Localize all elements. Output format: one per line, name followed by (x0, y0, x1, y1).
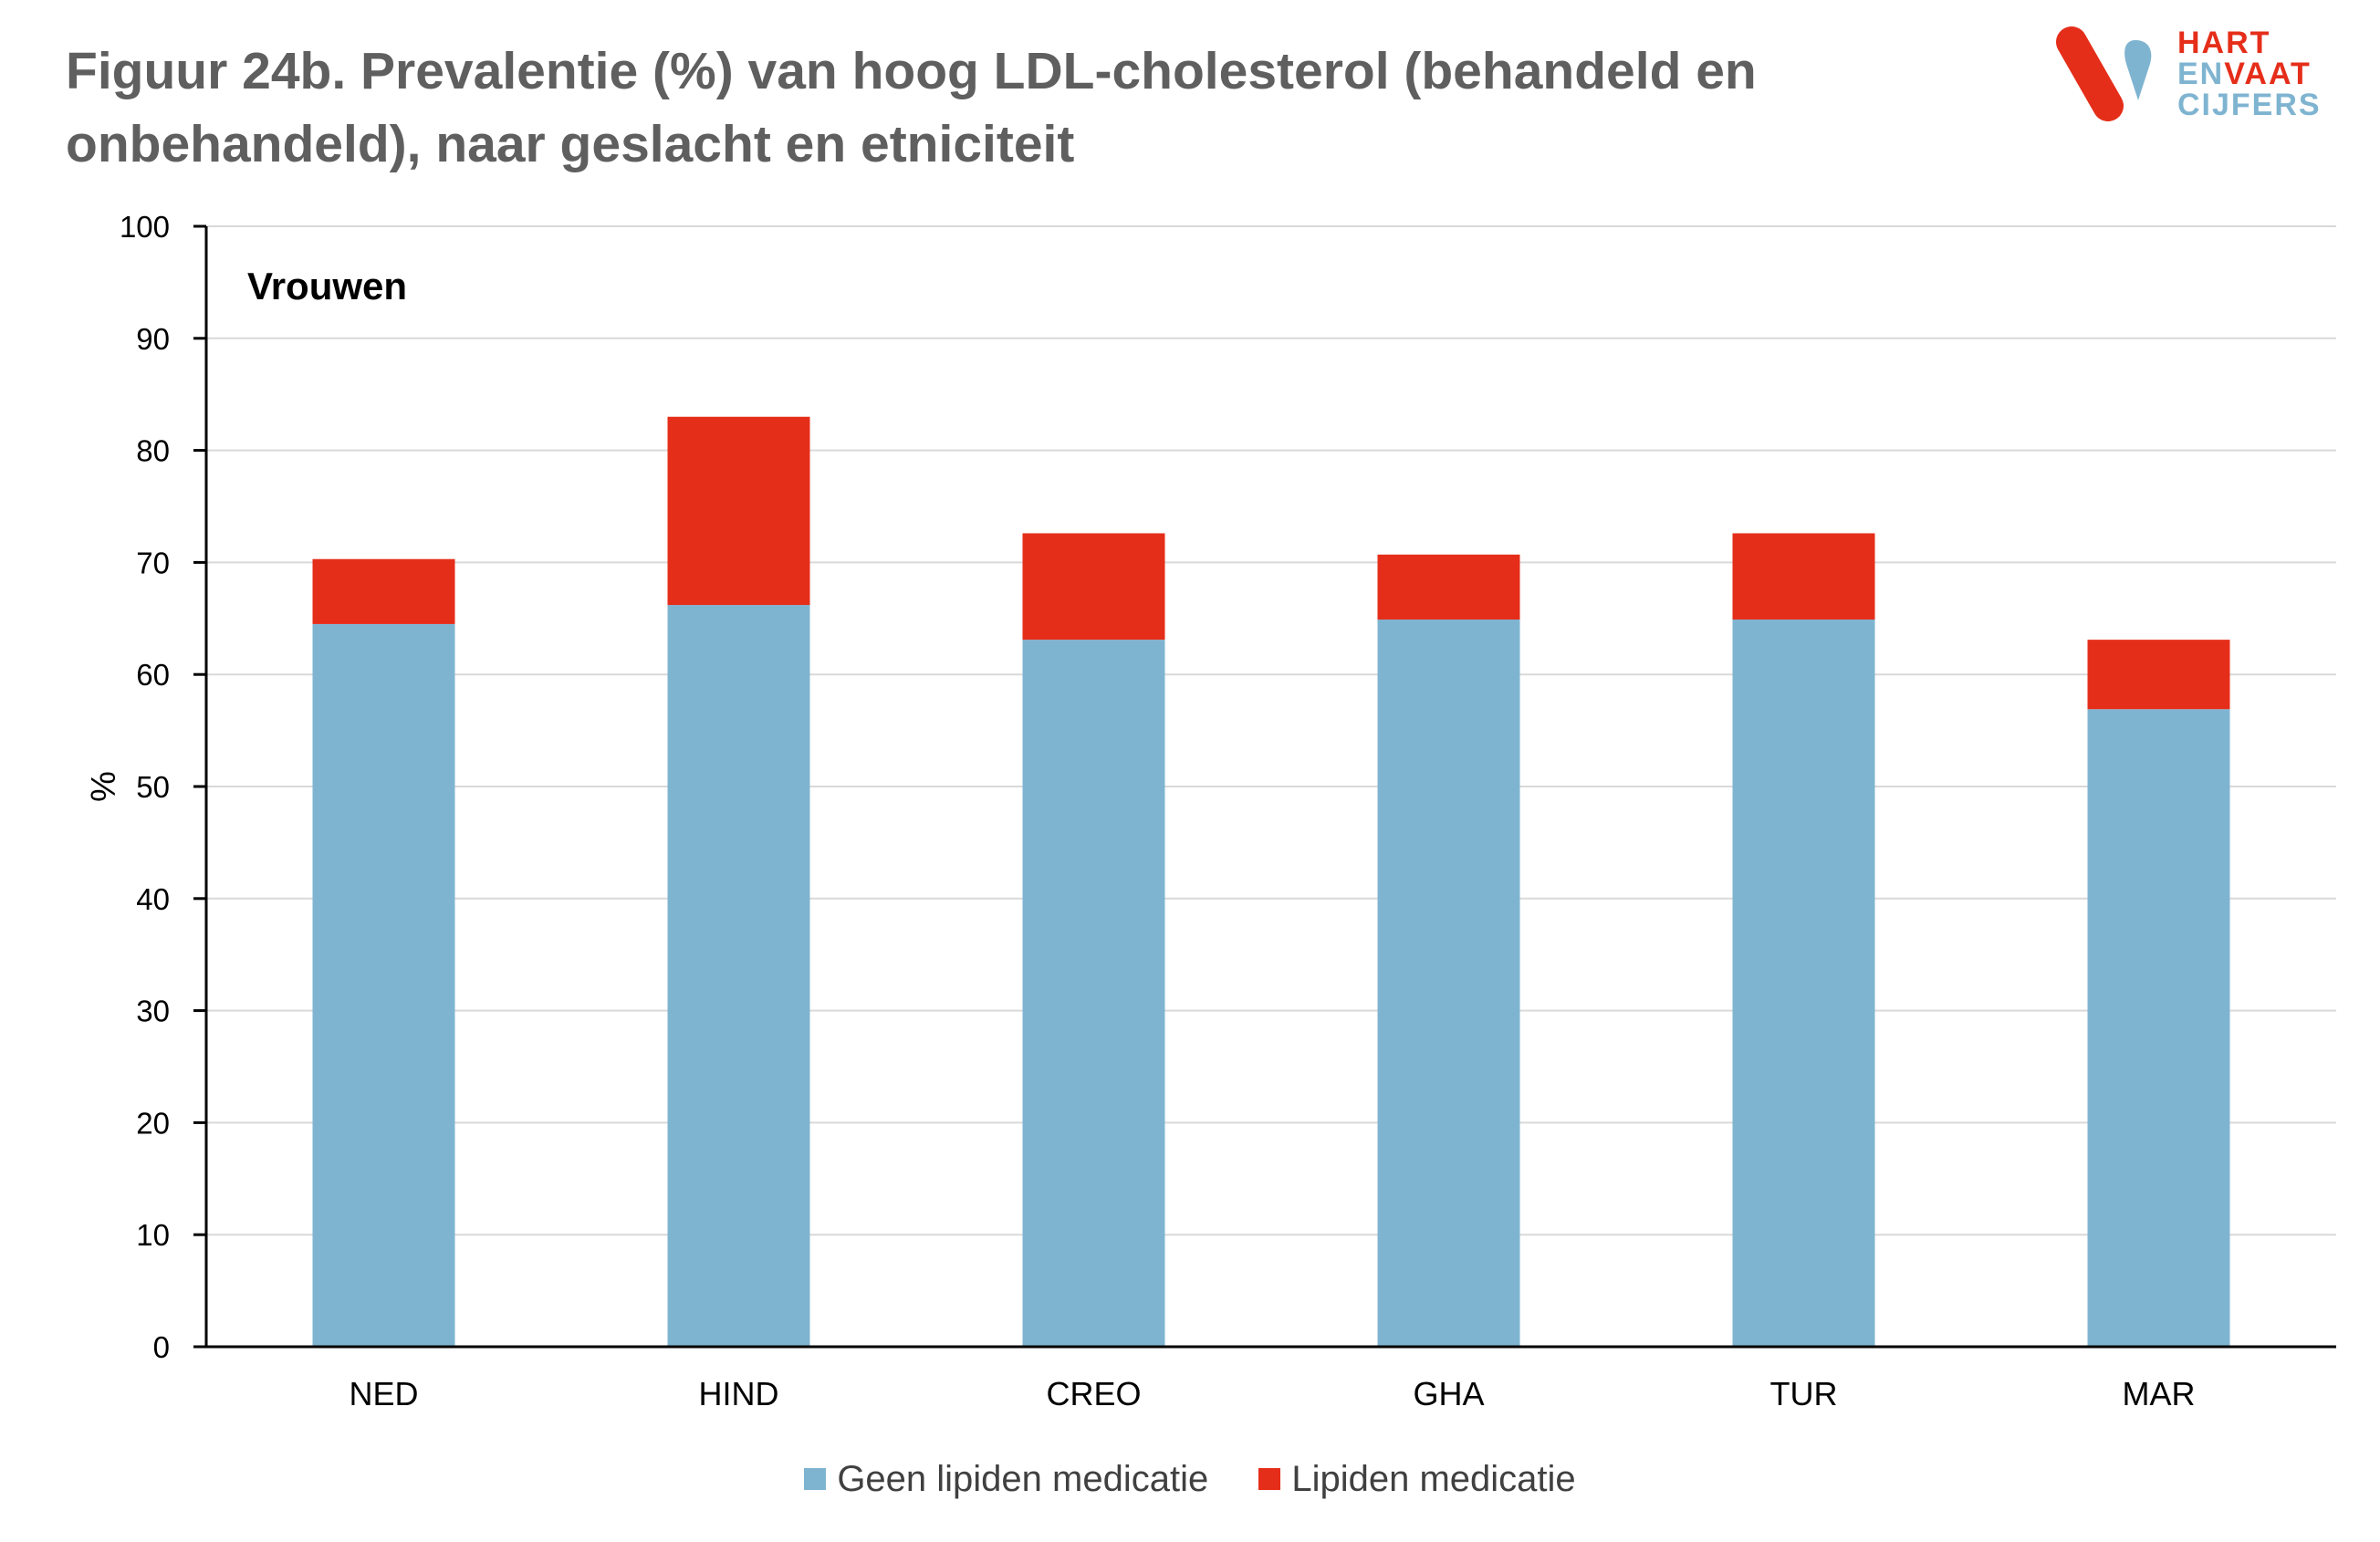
y-tick-label-100: 100 (120, 210, 170, 244)
bar-hind-geen-lipiden (667, 605, 810, 1347)
logo-text-vaat: VAAT (2224, 57, 2312, 91)
bar-tur-lipiden (1732, 533, 1875, 620)
y-tick-label-20: 20 (136, 1106, 170, 1140)
figure-title: Figuur 24b. Prevalentie (%) van hoog LDL… (66, 42, 1757, 173)
y-tick-labels: 0 10 20 30 40 50 60 70 80 90 100 (120, 210, 206, 1364)
y-tick-label-0: 0 (153, 1330, 170, 1364)
bar-creo-geen-lipiden (1022, 640, 1165, 1347)
y-tick-label-30: 30 (136, 995, 170, 1028)
y-axis-label: % (83, 771, 121, 802)
logo-heart-icon (2056, 26, 2152, 121)
bar-gha-lipiden (1377, 554, 1520, 620)
bar-mar-lipiden (2087, 640, 2230, 710)
bar-ned-lipiden (312, 558, 455, 624)
bar-creo-lipiden (1022, 533, 1165, 641)
legend: Geen lipiden medicatie Lipiden medicatie (0, 1458, 2380, 1500)
y-tick-label-10: 10 (136, 1218, 170, 1252)
legend-swatch-red (1258, 1468, 1281, 1490)
x-tick-label-mar: MAR (2123, 1375, 2196, 1412)
y-tick-label-60: 60 (136, 658, 170, 692)
bar-mar-geen-lipiden (2087, 709, 2230, 1347)
legend-item-lipiden: Lipiden medicatie (1258, 1458, 1576, 1500)
y-tick-label-70: 70 (136, 546, 170, 579)
logo-text-hart: HART (2177, 26, 2271, 60)
x-tick-label-hind: HIND (699, 1375, 779, 1412)
x-tick-label-ned: NED (349, 1375, 418, 1412)
legend-label-geen-lipiden: Geen lipiden medicatie (837, 1458, 1209, 1499)
bars (312, 416, 2230, 1347)
logo-text-en: EN (2177, 57, 2225, 91)
hart-en-vaat-cijfers-logo: HART ENVAAT CIJFERS (2051, 26, 2362, 126)
gridlines (206, 225, 2336, 1236)
legend-item-geen-lipiden: Geen lipiden medicatie (804, 1459, 1208, 1500)
bar-tur-geen-lipiden (1732, 620, 1875, 1347)
y-tick-label-80: 80 (136, 434, 170, 468)
y-tick-label-40: 40 (136, 882, 170, 916)
x-tick-label-creo: CREO (1046, 1375, 1141, 1412)
x-tick-labels: NED HIND CREO GHA TUR MAR (349, 1375, 2195, 1412)
bar-ned-geen-lipiden (312, 623, 455, 1347)
x-tick-label-gha: GHA (1413, 1375, 1484, 1412)
legend-label-lipiden: Lipiden medicatie (1291, 1458, 1576, 1499)
legend-swatch-blue (804, 1468, 827, 1490)
x-tick-label-tur: TUR (1770, 1375, 1838, 1412)
y-tick-label-50: 50 (136, 770, 170, 804)
bar-gha-geen-lipiden (1377, 620, 1520, 1347)
panel-label-vrouwen: Vrouwen (247, 265, 407, 307)
logo-wordmark: HART ENVAAT CIJFERS (2177, 27, 2322, 120)
bar-hind-lipiden (667, 416, 810, 606)
y-tick-label-90: 90 (136, 322, 170, 356)
logo-text-cijfers: CIJFERS (2177, 88, 2322, 122)
